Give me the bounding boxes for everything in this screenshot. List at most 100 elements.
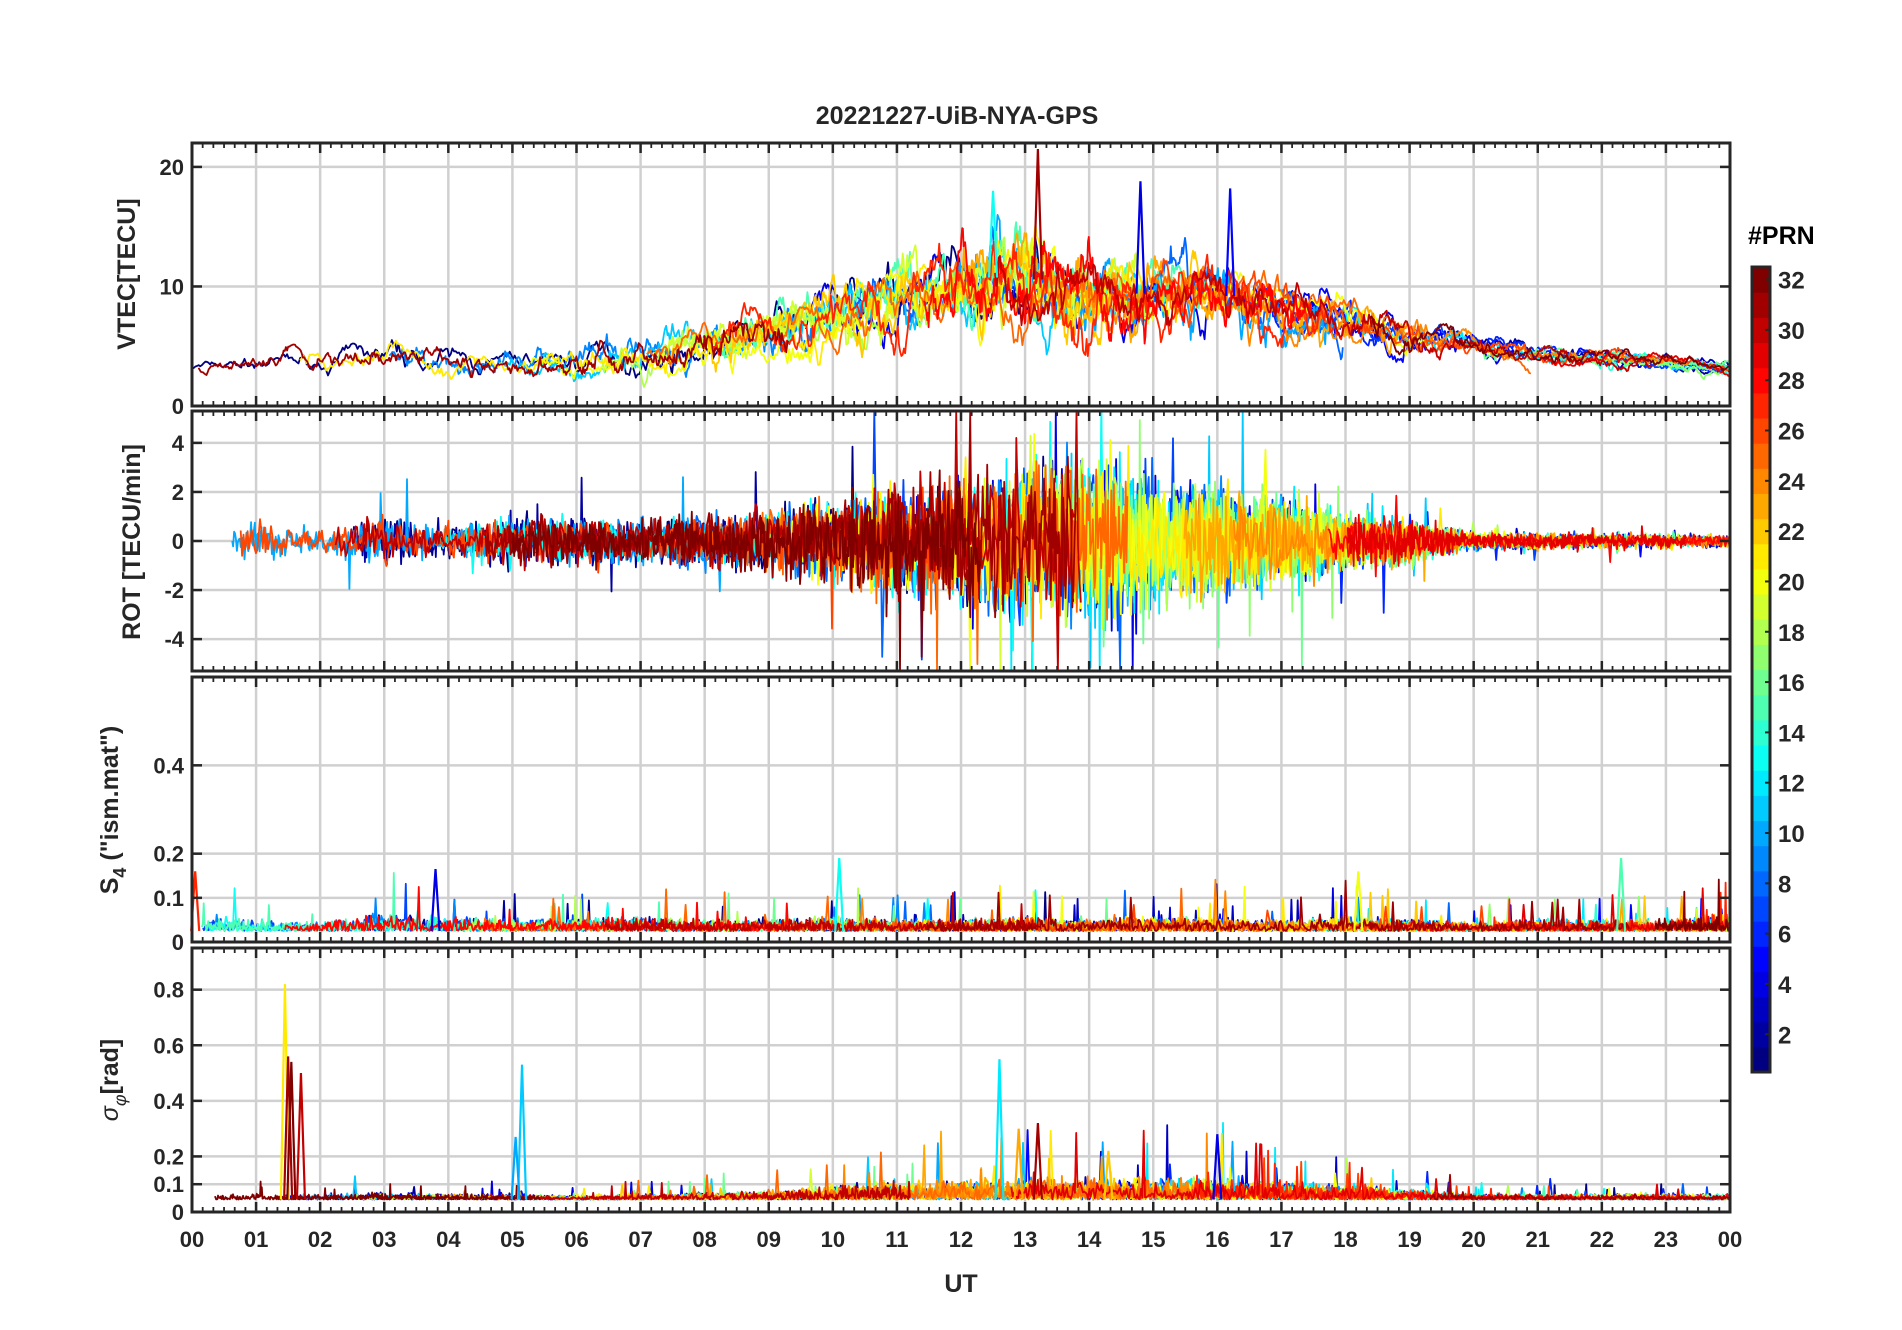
colorbar-segment [1752, 317, 1770, 344]
x-tick-label: 03 [372, 1227, 396, 1252]
colorbar-segment [1752, 971, 1770, 998]
s4-ylabel-sub: 4 [110, 868, 130, 878]
vtec-series-prn-17 [1592, 356, 1731, 381]
sigma-ylabel-main: σ [96, 1105, 124, 1121]
x-tick-labels: 00 01 02 03 04 05 06 07 08 09 10 11 12 13 14 15 16 17 18 19… [180, 1227, 1742, 1252]
sigma-series-prn-31 [1429, 1173, 1731, 1201]
colorbar-tick-label: 10 [1778, 821, 1805, 848]
x-tick-label: 23 [1654, 1227, 1678, 1252]
x-tick-label: 09 [757, 1227, 781, 1252]
sigma-ytick-label: 0 [172, 1200, 184, 1225]
rot-ytick-label: -2 [164, 578, 184, 603]
colorbar-segment [1752, 895, 1770, 922]
colorbar-segment [1752, 292, 1770, 318]
rot-ylabel: ROT [TECU/min] [118, 444, 146, 640]
colorbar-segment [1752, 996, 1770, 1023]
colorbar-tick-label: 24 [1778, 469, 1805, 496]
colorbar-segment [1752, 443, 1770, 469]
sigma-ytick-label: 0.8 [153, 978, 184, 1003]
x-tick-label: 18 [1333, 1227, 1357, 1252]
vtec-peak-prn-31 [1032, 148, 1043, 280]
rot-series-prn-29 [1346, 513, 1688, 567]
colorbar-tick-label: 4 [1778, 972, 1792, 999]
colorbar-segment [1752, 392, 1770, 419]
colorbar-tick-label: 28 [1778, 368, 1805, 395]
colorbar-tick-label: 26 [1778, 419, 1805, 446]
sigma-peak-prn-4 [1212, 1134, 1223, 1200]
s4-series [190, 858, 1731, 932]
s4-series-prn-32 [1654, 878, 1731, 932]
sigma-ytick-label: 0.6 [153, 1033, 184, 1058]
x-axis-label: UT [944, 1270, 977, 1298]
x-tick-label: 04 [436, 1227, 461, 1252]
sigma-series-prn-30 [489, 1180, 911, 1201]
s4-ylabel-main: S [96, 878, 124, 895]
sigma-peak-prn-30 [295, 1073, 307, 1200]
colorbar-tick-label: 12 [1778, 771, 1805, 798]
colorbar-segment [1752, 694, 1770, 721]
panel-s4: 0 0.1 0.2 0.4 S4 ("ism.mat") [96, 675, 1732, 955]
x-tick-label: 11 [885, 1227, 908, 1252]
x-tick-label: 12 [949, 1227, 973, 1252]
sigma-peak-prn-31 [283, 1056, 294, 1200]
sigma-series-prn-32 [214, 1180, 542, 1201]
colorbar-tick-label: 14 [1778, 720, 1805, 747]
x-tick-label: 14 [1077, 1227, 1102, 1252]
x-tick-label: 05 [500, 1227, 524, 1252]
sigma-ylabel-tail: [rad] [96, 1039, 124, 1095]
vtec-axes-frame [190, 141, 1732, 408]
x-tick-label: 00 [180, 1227, 204, 1252]
colorbar-tick-label: 32 [1778, 268, 1805, 295]
colorbar-tick-label: 16 [1778, 670, 1805, 697]
s4-ytick-label: 0.4 [153, 753, 184, 778]
colorbar-segment [1752, 946, 1770, 972]
vtec-ylabel: VTEC[TECU] [113, 198, 141, 349]
x-tick-label: 08 [692, 1227, 716, 1252]
x-tick-label: 15 [1141, 1227, 1165, 1252]
colorbar-segment [1752, 417, 1770, 444]
colorbar-tick-label: 8 [1778, 871, 1791, 898]
colorbar-frame [1750, 265, 1772, 1074]
s4-ytick-label: 0 [172, 930, 184, 955]
colorbar-segment [1752, 921, 1770, 947]
vtec-series-prn-31 [197, 321, 790, 379]
vtec-peak-prn-4 [1135, 181, 1146, 294]
rot-ytick-label: 4 [172, 431, 185, 456]
x-tick-label: 00 [1718, 1227, 1742, 1252]
s4-ytick-label: 0.1 [153, 886, 184, 911]
sigma-peak-prn-11 [516, 1064, 528, 1200]
vtec-series-prn-11 [502, 247, 1145, 383]
colorbar-segment [1752, 719, 1770, 746]
rot-series [231, 410, 1731, 672]
x-tick-label: 20 [1461, 1227, 1485, 1252]
sigma-peak-prn-32 [286, 1061, 297, 1200]
colorbar-segment [1752, 493, 1770, 520]
colorbar-segment [1752, 770, 1770, 796]
s4-peak-prn-13 [834, 858, 845, 932]
colorbar-segment [1752, 795, 1770, 822]
rot-series-prn-28 [1327, 494, 1730, 578]
colorbar-label: #PRN [1748, 222, 1815, 250]
sigma-axes-frame [190, 946, 1732, 1214]
colorbar-segment [1752, 568, 1770, 595]
vtec-series-prn-32 [1369, 315, 1730, 372]
chart-title: 20221227-UiB-NYA-GPS [816, 102, 1099, 130]
colorbar-tick-label: 20 [1778, 569, 1805, 596]
sigma-peak-prn-12 [994, 1059, 1005, 1200]
colorbar-tick-label: 30 [1778, 318, 1805, 345]
s4-axes-frame [190, 675, 1732, 944]
sigma-peak-prn-22 [1103, 1150, 1114, 1200]
sigma-ytick-label: 0.4 [153, 1089, 184, 1114]
x-tick-label: 13 [1013, 1227, 1037, 1252]
colorbar-tick-label: 18 [1778, 620, 1805, 647]
rot-ytick-label: 2 [172, 480, 184, 505]
vtec-ytick-label: 0 [172, 394, 184, 419]
x-tick-label: 10 [821, 1227, 845, 1252]
vtec-series [191, 148, 1731, 388]
panel-vtec: 0 10 20 VTEC[TECU] [113, 141, 1732, 419]
s4-peak-prn-20 [1353, 871, 1364, 932]
vtec-series-prn-25 [646, 259, 1532, 375]
s4-ytick-label: 0.2 [153, 842, 184, 867]
colorbar-segment [1752, 820, 1770, 847]
